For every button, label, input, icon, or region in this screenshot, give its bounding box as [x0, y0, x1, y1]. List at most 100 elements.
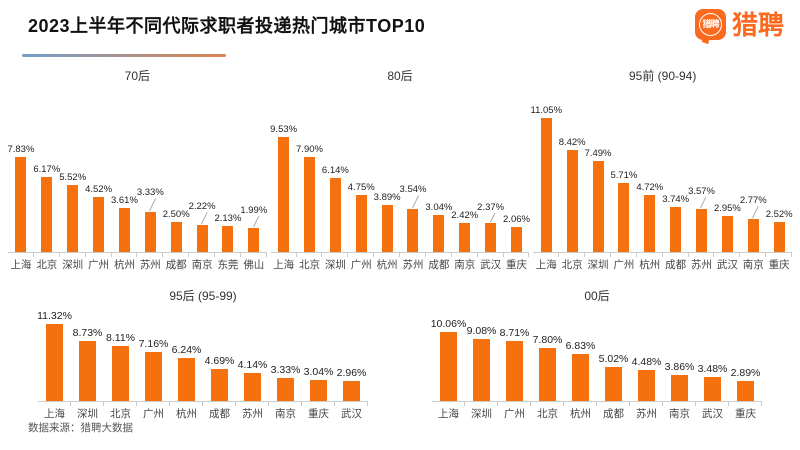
bar-value-label: 3.89% [373, 191, 401, 203]
bar [618, 183, 630, 252]
page-title: 2023上半年不同代际求职者投递热门城市TOP10 [28, 16, 426, 36]
x-axis-label: 南京 [740, 253, 767, 272]
bar [644, 195, 656, 252]
bar-value-label: 7.80% [532, 333, 563, 346]
x-axis-label: 佛山 [241, 253, 267, 272]
chart-title: 95后 (95-99) [169, 289, 237, 303]
bar [510, 227, 522, 252]
bar-slot: 8.42% [559, 107, 586, 252]
bar-slot: 7.83% [7, 107, 35, 252]
chart-title: 80后 [387, 69, 413, 83]
label-leader-line [252, 215, 259, 228]
bar-slot: 3.48% [696, 319, 729, 401]
x-axis-label: 苏州 [630, 402, 663, 421]
bar-slot: 3.74% [662, 107, 690, 252]
x-axis-label: 南京 [269, 402, 302, 421]
x-axis-line [8, 252, 267, 253]
bar-slot: 3.61% [111, 107, 138, 252]
bar-value-label: 6.24% [171, 343, 202, 356]
x-axis-label: 北京 [559, 253, 585, 272]
x-axis-label: 南京 [663, 402, 696, 421]
bar [433, 215, 445, 252]
x-axis-label: 成都 [597, 402, 630, 421]
bar-slot: 7.16% [137, 319, 170, 401]
x-axis-label: 南京 [452, 253, 478, 272]
bar-value-label: 8.71% [499, 326, 530, 339]
bar-value-label: 4.69% [204, 354, 235, 367]
bar [93, 197, 105, 252]
bar [41, 177, 53, 252]
x-axis-label: 苏州 [236, 402, 269, 421]
bar [178, 358, 195, 401]
bar [440, 332, 457, 401]
bar [638, 370, 655, 401]
x-axis-labels: 上海 深圳 北京 广州 杭州 成都 苏州 南京 重庆 武汉 [38, 402, 368, 421]
bar [459, 223, 471, 252]
bar-slot: 2.50% [162, 107, 190, 252]
chart-post-95: 95后 (95-99) 11.32% 8.73% 8.11% 7.16% 6.24% 4.6… [6, 288, 400, 421]
bar [277, 378, 294, 401]
label-leader-line [752, 206, 759, 219]
bar [329, 178, 341, 252]
bar [539, 348, 556, 401]
x-axis-label: 上海 [8, 253, 34, 272]
x-axis-label: 北京 [297, 253, 323, 272]
bar-value-label: 3.54% [399, 183, 427, 195]
chart-title: 00后 [584, 289, 610, 303]
bar [592, 161, 604, 252]
bar-slot: 3.89% [373, 107, 401, 252]
bar-value-label: 2.42% [451, 209, 479, 221]
bar-slot: 3.57% [688, 107, 715, 252]
bar-slot: 4.52% [85, 107, 113, 252]
x-axis-label: 武汉 [696, 402, 729, 421]
bar-value-label: 4.52% [85, 183, 113, 195]
x-axis-label: 成都 [163, 253, 190, 272]
x-axis-label: 杭州 [112, 253, 138, 272]
bar [572, 354, 589, 401]
x-axis-label: 重庆 [766, 253, 792, 272]
x-axis-label: 武汉 [478, 253, 504, 272]
bar-value-label: 2.50% [162, 208, 190, 220]
bar [278, 137, 290, 252]
bar [671, 375, 688, 401]
bar-slot: 3.54% [400, 107, 426, 252]
bar-value-label: 2.22% [188, 200, 216, 212]
label-leader-line [149, 198, 157, 212]
chart-title: 95前 (90-94) [628, 69, 697, 83]
bar [605, 367, 622, 401]
liepin-speech-bubble-icon: 猎聘 [694, 9, 726, 40]
bar-slot: 3.86% [663, 319, 696, 401]
bar [118, 208, 130, 252]
bar-value-label: 7.83% [7, 143, 35, 155]
x-axis-label: 重庆 [302, 402, 335, 421]
bar [566, 150, 578, 252]
x-axis-label: 深圳 [60, 253, 86, 272]
bar-value-label: 2.77% [739, 194, 767, 206]
chart-plot-area: 10.06% 9.08% 8.71% 7.80% 6.83% 5.02% 4.48% 3.86… [431, 318, 762, 401]
bar-value-label: 3.74% [662, 193, 690, 205]
bar-value-label: 11.32% [37, 309, 72, 322]
bar [485, 223, 497, 252]
bar [244, 373, 261, 401]
x-axis-label: 北京 [531, 402, 564, 421]
bar [79, 341, 96, 401]
bar-slot: 8.73% [71, 319, 104, 401]
bar-value-label: 5.52% [59, 171, 87, 183]
bar-slot: 2.22% [188, 107, 216, 252]
bar-slot: 4.72% [636, 107, 663, 252]
chart-plot-area: 11.32% 8.73% 8.11% 7.16% 6.24% 4.69% 4.14% 3.33… [37, 310, 368, 401]
chart-row-bottom: 95后 (95-99) 11.32% 8.73% 8.11% 7.16% 6.24% 4.6… [6, 288, 794, 421]
chart-plot-area: 11.05% 8.42% 7.49% 5.71% 4.72% 3.74% 3.57% 2.95… [531, 105, 793, 252]
bar-value-label: 2.89% [730, 366, 761, 379]
bar-slot: 3.33% [137, 107, 164, 252]
x-axis-line [432, 401, 762, 402]
title-underline [22, 54, 226, 57]
bar-slot: 11.32% [37, 310, 72, 401]
bar [67, 185, 79, 252]
bar [248, 228, 260, 252]
x-axis-label: 杭州 [374, 253, 400, 272]
bar-value-label: 4.75% [347, 181, 375, 193]
bar-slot: 8.11% [104, 319, 137, 401]
x-axis-label: 南京 [189, 253, 215, 272]
liepin-logo: 猎聘 猎聘 [694, 9, 784, 40]
